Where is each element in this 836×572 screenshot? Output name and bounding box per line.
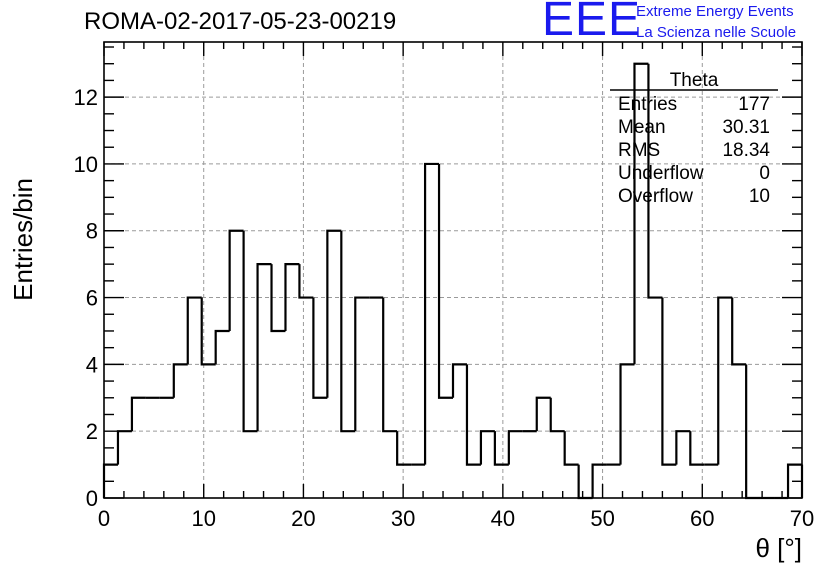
histogram-bin [396,431,412,466]
histogram-bin [451,363,467,398]
stats-value: 177 [738,94,770,115]
histogram-bin [242,230,258,433]
y-tick-label: 2 [86,419,98,444]
grid-layer [104,42,802,498]
histogram-bin [647,63,663,299]
y-tick-label: 12 [74,85,98,110]
histogram-bin [591,463,607,498]
x-tick-label: 10 [191,506,215,531]
histogram-bin [172,363,188,398]
histogram-bin [186,296,202,365]
histogram-bin [675,430,691,465]
histogram-bin [340,230,356,433]
histogram-bin [256,263,272,432]
stats-value: 30.31 [722,117,770,138]
stats-label: Underflow [618,163,704,184]
y-tick-label: 4 [86,352,98,377]
histogram-bin [493,431,509,466]
histogram-bin [731,297,747,366]
histogram-bin [200,297,216,366]
histogram-bin [717,296,733,465]
x-axis-label: θ [°] [755,533,802,563]
stats-label: Overflow [618,186,693,207]
x-tick-label: 30 [391,506,415,531]
stats-box-title: Theta [670,70,719,91]
histogram-bin [535,396,551,432]
histogram-bin [549,397,565,433]
y-tick-label: 6 [86,286,98,311]
histogram-bin [689,431,705,466]
histogram-bin [130,396,146,432]
stats-value: 0 [759,163,770,184]
x-tick-label: 40 [491,506,515,531]
histogram-bin [563,431,579,466]
histogram-bin [577,464,593,500]
x-tick-label: 0 [98,506,110,531]
histogram-layer [102,62,804,500]
stats-label: RMS [618,140,660,161]
x-tick-label: 20 [291,506,315,531]
histogram-bin [270,264,286,333]
histogram-bin [661,297,677,466]
histogram-bin [298,264,314,299]
stats-value: 18.34 [722,140,770,161]
y-tick-label: 8 [86,219,98,244]
histogram-bin [354,296,370,432]
brand-line-2: La Scienza nelle Scuole [636,24,797,41]
stats-label: Mean [618,117,666,138]
stats-rows: Entries 177 Mean 30.31 RMS 18.34 Underflow 0 Ove… [618,94,770,207]
histogram-bin [326,229,342,398]
y-tick-label: 10 [74,152,98,177]
histogram-bin [507,430,523,465]
histogram-bin [423,162,440,465]
histogram-bin [479,430,495,465]
histogram-bin [633,62,649,365]
plot-frame [103,41,803,499]
histogram-bin [382,297,398,433]
histogram-bin [465,364,481,466]
brand-line-1: Extreme Energy Events [636,3,794,20]
histogram-bin [214,329,230,365]
histogram-bin [619,363,635,465]
x-tick-label: 60 [690,506,714,531]
chart-title: ROMA-02-2017-05-23-00219 [84,8,397,35]
histogram-bin [116,430,132,465]
y-axis-label: Entries/bin [8,178,38,301]
x-tick-label: 70 [790,506,814,531]
tick-layer [103,42,803,499]
stats-value: 10 [749,186,770,207]
stats-box: Theta Entries 177 Mean 30.31 RMS 18.34 Underfl… [610,70,778,207]
x-tick-label: 50 [590,506,614,531]
stats-label: Entries [618,94,677,115]
y-tick-label: 0 [86,486,98,511]
histogram-bin [284,263,300,331]
histogram-bin [228,229,244,331]
eee-logo: EEE [542,0,642,46]
histogram-bin [312,297,328,399]
histogram-bin [437,163,453,399]
